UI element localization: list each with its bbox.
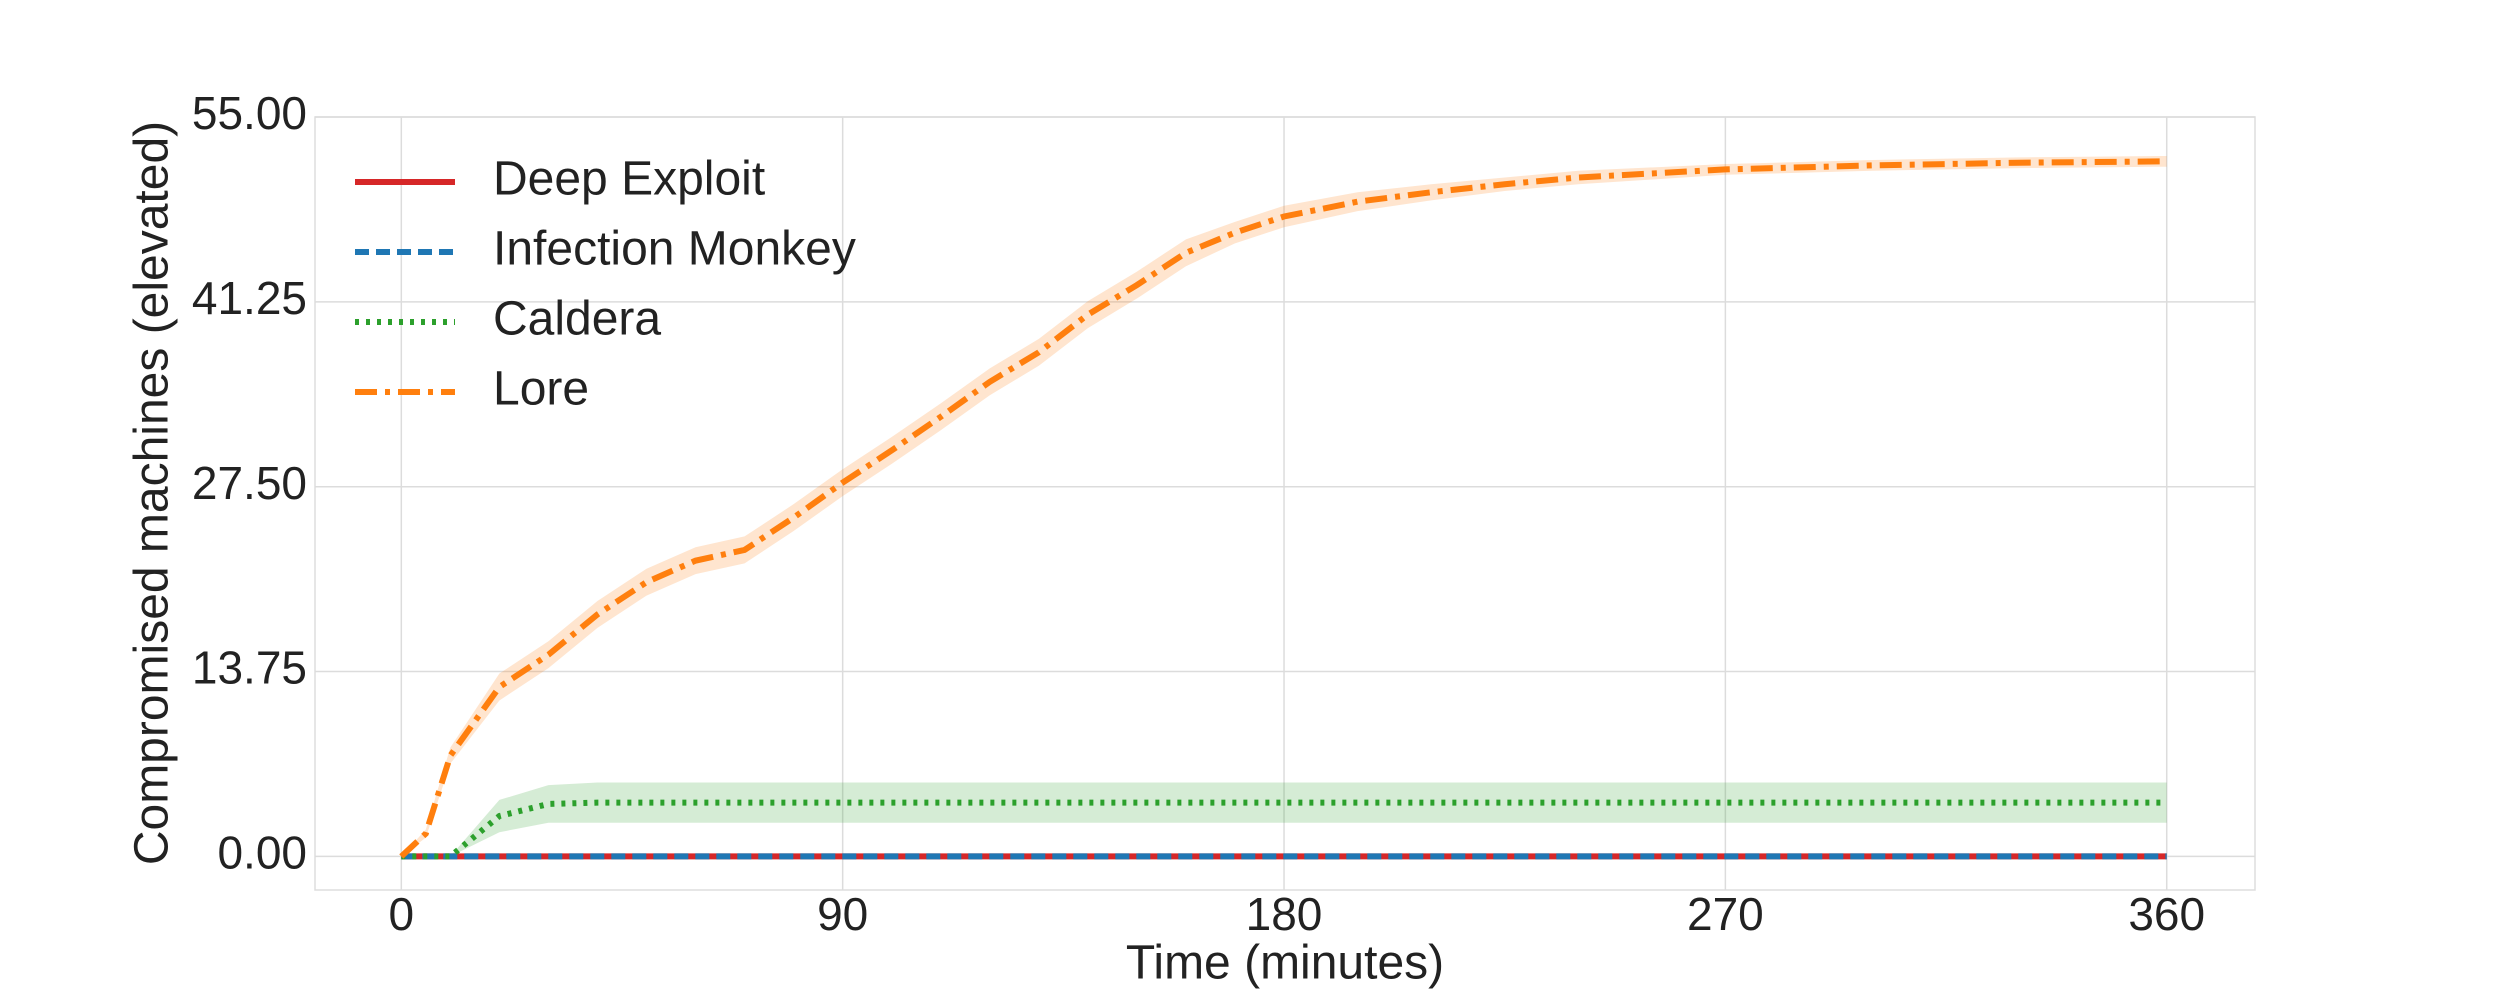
- y-axis-label: Compromised machines (elevated): [126, 121, 179, 865]
- x-axis-label: Time (minutes): [1126, 937, 1444, 990]
- y-tick-label: 0.00: [217, 827, 307, 879]
- x-tick-label: 270: [1687, 888, 1764, 940]
- legend-label: Deep Exploit: [493, 153, 765, 206]
- y-tick-label: 41.25: [192, 272, 307, 324]
- y-tick-label: 27.50: [192, 457, 307, 509]
- series-line: [399, 158, 2167, 859]
- legend-label: Caldera: [493, 293, 661, 346]
- legend-label: Lore: [493, 363, 589, 416]
- y-tick-label: 55.00: [192, 87, 307, 139]
- series-line: [401, 799, 2167, 860]
- x-tick-label: 90: [817, 888, 868, 940]
- legend-label: Infection Monkey: [493, 223, 856, 276]
- x-tick-label: 360: [2128, 888, 2205, 940]
- y-tick-label: 13.75: [192, 642, 307, 694]
- x-tick-label: 0: [389, 888, 415, 940]
- x-tick-label: 180: [1246, 888, 1323, 940]
- error-band: [401, 782, 2167, 857]
